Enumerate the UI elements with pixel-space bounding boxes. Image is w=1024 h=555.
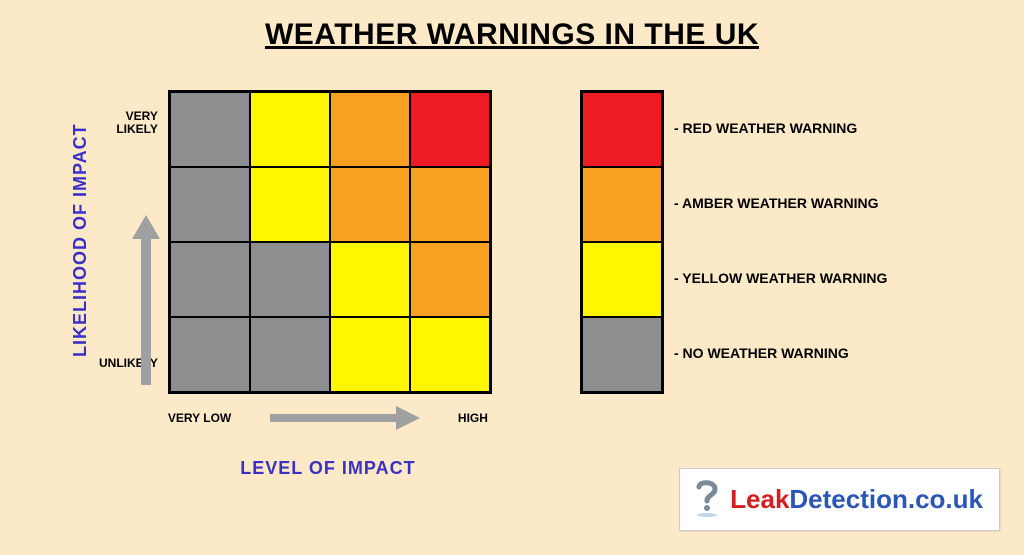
legend-labels: - RED WEATHER WARNING - AMBER WEATHER WAR…	[674, 90, 887, 390]
x-axis-label: LEVEL OF IMPACT	[168, 458, 488, 479]
matrix-cell	[250, 242, 330, 317]
matrix-cell	[250, 167, 330, 242]
matrix-cell	[170, 317, 250, 392]
matrix-cell	[330, 242, 410, 317]
legend-swatch	[582, 167, 662, 242]
chart-area: LIKELIHOOD OF IMPACT VERY LIKELY UNLIKEL…	[70, 90, 492, 479]
legend-label: - RED WEATHER WARNING	[674, 120, 887, 136]
y-tick-high: VERY LIKELY	[99, 110, 158, 136]
y-axis-arrow	[132, 150, 160, 450]
matrix-cell	[170, 92, 250, 167]
legend-swatch	[582, 92, 662, 167]
matrix-cell	[170, 242, 250, 317]
brand-leak: Leak	[730, 484, 789, 514]
y-axis-label: LIKELIHOOD OF IMPACT	[70, 90, 91, 390]
matrix-wrap: VERY LOW HIGH LEVEL OF IMPACT	[168, 90, 492, 479]
matrix-cell	[330, 317, 410, 392]
matrix-cell	[410, 242, 490, 317]
legend-label: - YELLOW WEATHER WARNING	[674, 270, 887, 286]
x-axis-arrow	[270, 406, 420, 430]
matrix-cell	[250, 92, 330, 167]
x-tick-high: HIGH	[458, 411, 488, 425]
x-tick-low: VERY LOW	[168, 411, 231, 425]
matrix-cell	[170, 167, 250, 242]
matrix-cell	[410, 92, 490, 167]
brand-badge: LeakDetection.co.uk	[679, 468, 1000, 531]
warning-matrix	[168, 90, 492, 394]
matrix-cell	[330, 167, 410, 242]
legend-swatches	[580, 90, 664, 394]
x-axis-row: VERY LOW HIGH	[168, 406, 488, 430]
question-icon	[690, 477, 724, 522]
legend-swatch	[582, 242, 662, 317]
matrix-cell	[410, 167, 490, 242]
brand-rest: Detection.co.uk	[789, 484, 983, 514]
legend-label: - NO WEATHER WARNING	[674, 345, 887, 361]
legend-label: - AMBER WEATHER WARNING	[674, 195, 887, 211]
matrix-cell	[330, 92, 410, 167]
page-title: WEATHER WARNINGS IN THE UK	[0, 0, 1024, 52]
matrix-cell	[410, 317, 490, 392]
brand-text: LeakDetection.co.uk	[730, 484, 983, 515]
legend: - RED WEATHER WARNING- AMBER WEATHER WAR…	[580, 90, 664, 394]
legend-swatch	[582, 317, 662, 392]
matrix-cell	[250, 317, 330, 392]
